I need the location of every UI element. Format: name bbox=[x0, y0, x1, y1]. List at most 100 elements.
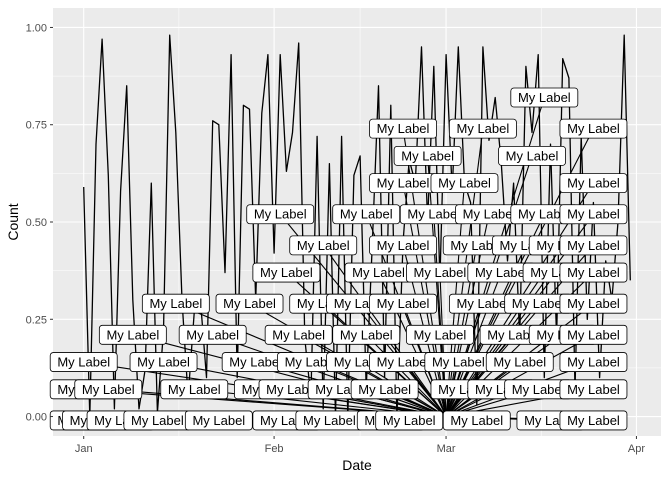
label-box-bg bbox=[369, 293, 437, 314]
label-box: My Label bbox=[332, 204, 401, 225]
label-box-bg bbox=[559, 379, 628, 400]
label-box-bg bbox=[332, 324, 401, 345]
label-text: My Label bbox=[358, 382, 411, 397]
label-box-bg bbox=[369, 235, 437, 256]
label-box: My Label bbox=[559, 293, 628, 314]
label-box: My Label bbox=[467, 262, 536, 283]
label-text: My Label bbox=[450, 413, 503, 428]
label-box: My Label bbox=[559, 324, 628, 345]
label-text: My Label bbox=[506, 148, 559, 163]
y-tick-label: 0.75 bbox=[26, 120, 47, 132]
label-box: My Label bbox=[424, 352, 493, 372]
label-text: My Label bbox=[377, 121, 430, 136]
label-box: My Label bbox=[246, 204, 315, 225]
label-box-bg bbox=[559, 410, 628, 431]
label-box: My Label bbox=[504, 293, 573, 314]
label-segment bbox=[445, 334, 564, 417]
label-box: My Label bbox=[98, 324, 167, 345]
label-box: My Label bbox=[74, 379, 143, 400]
label-box-bg bbox=[448, 118, 517, 139]
label-box: My Label bbox=[264, 324, 333, 345]
label-text: My Label bbox=[297, 238, 350, 253]
label-text: My Label bbox=[149, 296, 202, 311]
label-segment bbox=[212, 334, 447, 418]
label-text: My Label bbox=[266, 382, 319, 397]
label-box: My Label bbox=[559, 204, 628, 225]
label-text: My Label bbox=[137, 355, 190, 370]
label-text: My Label bbox=[567, 355, 620, 370]
y-tick-label: 0.00 bbox=[26, 412, 47, 424]
label-box: My Label bbox=[430, 173, 499, 193]
label-text: My Label bbox=[377, 238, 430, 253]
label-box: My Label bbox=[498, 145, 566, 166]
x-axis-title: Date bbox=[342, 457, 372, 473]
label-text: My Label bbox=[272, 327, 325, 342]
label-box: My Label bbox=[369, 118, 437, 139]
x-tick-label: Mar bbox=[437, 443, 456, 455]
label-box: My Label bbox=[442, 410, 511, 431]
label-box: My Label bbox=[369, 173, 437, 193]
label-text: My Label bbox=[512, 382, 565, 397]
label-text: My Label bbox=[254, 207, 307, 222]
label-box-bg bbox=[559, 262, 628, 283]
label-box: My Label bbox=[399, 204, 468, 225]
label-segment bbox=[445, 155, 533, 417]
label-box-bg bbox=[375, 410, 444, 431]
label-text: My Label bbox=[340, 207, 393, 222]
label-box-bg bbox=[430, 173, 499, 193]
label-box: My Label bbox=[49, 352, 118, 372]
label-box: My Label bbox=[559, 410, 628, 431]
label-text: My Label bbox=[377, 296, 430, 311]
x-tick-label: Apr bbox=[628, 443, 645, 455]
label-text: My Label bbox=[352, 265, 405, 280]
label-box-bg bbox=[442, 410, 511, 431]
label-text: My Label bbox=[567, 121, 620, 136]
label-box: My Label bbox=[252, 262, 321, 283]
label-box-bg bbox=[49, 352, 118, 372]
label-box-bg bbox=[559, 352, 628, 372]
label-box: My Label bbox=[129, 352, 198, 372]
label-box: My Label bbox=[406, 262, 474, 283]
label-text: My Label bbox=[463, 207, 516, 222]
label-box: My Label bbox=[559, 118, 628, 139]
y-tick-label: 0.50 bbox=[26, 217, 47, 229]
label-box: My Label bbox=[178, 324, 247, 345]
label-box: My Label bbox=[369, 293, 437, 314]
label-text: My Label bbox=[414, 265, 467, 280]
label-box-bg bbox=[184, 410, 253, 431]
label-text: My Label bbox=[57, 355, 110, 370]
label-text: My Label bbox=[567, 265, 620, 280]
label-text: My Label bbox=[340, 327, 393, 342]
label-box-bg bbox=[393, 145, 462, 166]
label-box-bg bbox=[559, 235, 628, 256]
label-box-bg bbox=[98, 324, 167, 345]
x-tick-label: Jan bbox=[75, 443, 93, 455]
label-text: My Label bbox=[377, 355, 430, 370]
label-text: My Label bbox=[567, 176, 620, 191]
label-text: My Label bbox=[518, 207, 571, 222]
label-text: My Label bbox=[82, 382, 135, 397]
label-text: My Label bbox=[377, 176, 430, 191]
y-tick-label: 1.00 bbox=[26, 22, 47, 34]
label-text: My Label bbox=[457, 121, 510, 136]
label-box-bg bbox=[332, 204, 401, 225]
label-box-bg bbox=[252, 262, 321, 283]
label-box-bg bbox=[264, 324, 333, 345]
label-segment bbox=[298, 334, 447, 418]
label-box: My Label bbox=[344, 262, 413, 283]
label-text: My Label bbox=[567, 238, 620, 253]
label-box-bg bbox=[559, 173, 628, 193]
label-text: My Label bbox=[567, 413, 620, 428]
label-segment bbox=[445, 334, 594, 418]
series-layer bbox=[83, 34, 631, 418]
label-text: My Label bbox=[260, 265, 313, 280]
label-box: My Label bbox=[184, 410, 253, 431]
label-box: My Label bbox=[485, 352, 554, 372]
label-text: My Label bbox=[567, 296, 620, 311]
x-tick-label: Feb bbox=[265, 443, 284, 455]
label-text: My Label bbox=[401, 148, 454, 163]
y-axis-title: Count bbox=[5, 203, 21, 240]
label-box-bg bbox=[485, 352, 554, 372]
label-box: My Label bbox=[559, 352, 628, 372]
